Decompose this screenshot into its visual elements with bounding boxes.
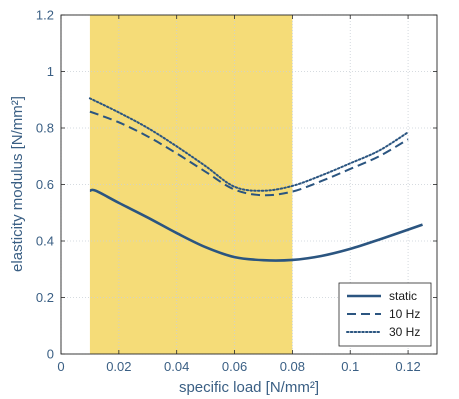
x-tick-label: 0 — [57, 359, 64, 374]
series-line-30-hz — [88, 97, 410, 192]
y-tick-label: 0.2 — [36, 290, 54, 305]
y-tick-label: 1 — [47, 64, 54, 79]
y-tick-label: 0.4 — [36, 234, 54, 249]
y-tick-label: 0 — [47, 347, 54, 362]
x-tick-label: 0.12 — [395, 359, 420, 374]
x-axis-label: specific load [N/mm²] — [179, 379, 319, 396]
y-tick-label: 0.6 — [36, 177, 54, 192]
legend-label-10-hz: 10 Hz — [389, 307, 420, 321]
y-tick-label: 1.2 — [36, 8, 54, 23]
x-tick-label: 0.04 — [164, 359, 189, 374]
x-tick-label: 0.1 — [341, 359, 359, 374]
x-tick-label: 0.08 — [280, 359, 305, 374]
highlight-range — [89, 15, 293, 354]
series-line-10-hz — [89, 110, 409, 197]
x-tick-label: 0.06 — [222, 359, 247, 374]
legend-label-static: static — [389, 289, 417, 303]
y-axis-label: elasticity modulus [N/mm²] — [9, 96, 26, 272]
legend: static 10 Hz 30 Hz — [338, 282, 432, 347]
x-tick-label: 0.02 — [106, 359, 131, 374]
series-line-static — [89, 188, 423, 262]
legend-label-30-hz: 30 Hz — [389, 325, 420, 339]
y-tick-label: 0.8 — [36, 121, 54, 136]
